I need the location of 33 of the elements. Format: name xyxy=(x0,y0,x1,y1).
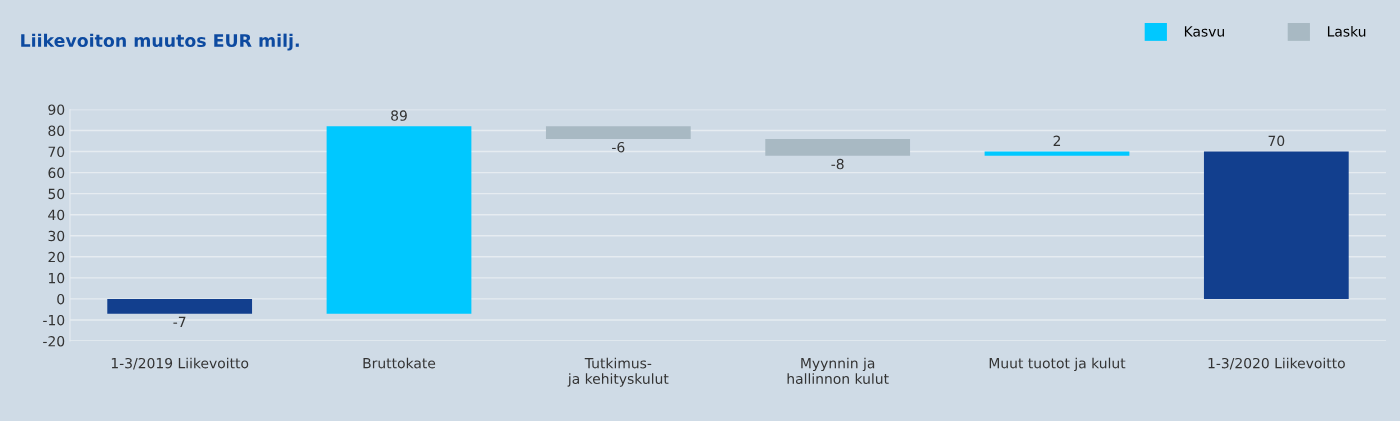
y-tick-label: 10 xyxy=(48,272,65,284)
data-label: 70 xyxy=(1268,135,1285,147)
x-tick-label: 1-3/2019 Liikevoitto xyxy=(111,357,249,370)
y-tick-label: 40 xyxy=(48,209,65,221)
data-label: 2 xyxy=(1053,135,1061,146)
x-tick-label: Muut tuotot ja kulut xyxy=(989,357,1126,372)
data-label: -7 xyxy=(173,316,186,327)
bar xyxy=(545,126,691,139)
data-label: -8 xyxy=(831,158,844,170)
y-tick-label: 30 xyxy=(48,230,65,242)
bar xyxy=(107,298,253,314)
y-tick-label: -20 xyxy=(43,335,65,347)
bar xyxy=(326,126,472,314)
bar xyxy=(765,138,911,156)
legend-label: Lasku xyxy=(1327,25,1366,37)
data-label: 89 xyxy=(391,110,407,121)
y-tick-label: 20 xyxy=(48,251,65,263)
legend-label: Kasvu xyxy=(1184,26,1224,37)
y-tick-label: 90 xyxy=(48,104,65,115)
y-tick-label: 0 xyxy=(57,293,65,305)
y-tick-label: 80 xyxy=(48,125,65,136)
x-tick-label: Myynnin ja hallinnon kulut xyxy=(787,357,889,384)
y-tick-label: -10 xyxy=(43,314,65,326)
data-label: -6 xyxy=(612,141,625,153)
y-tick-label: 50 xyxy=(48,188,65,200)
y-tick-label: 70 xyxy=(48,146,65,158)
x-tick-label: Bruttokate xyxy=(363,357,436,369)
bar xyxy=(1203,151,1349,299)
x-tick-label: Tutkimus- ja kehityskulut xyxy=(567,357,669,387)
bar xyxy=(984,151,1130,156)
chart-title: Liikevoiton muutos EUR milj. xyxy=(21,33,299,51)
y-tick-label: 60 xyxy=(48,167,65,179)
x-tick-label: 1-3/2020 Liikevoitto xyxy=(1208,357,1345,370)
